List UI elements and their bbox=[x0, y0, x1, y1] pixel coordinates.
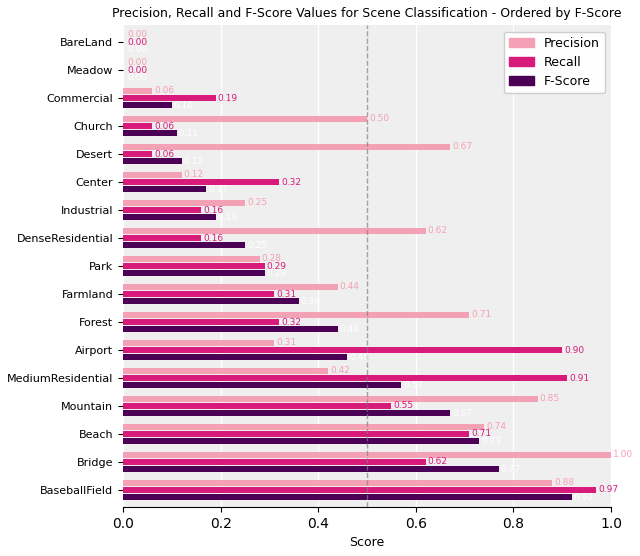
Text: 0.71: 0.71 bbox=[472, 429, 492, 439]
Bar bbox=[123, 102, 172, 108]
Text: 0.44: 0.44 bbox=[340, 325, 360, 334]
Text: 0.55: 0.55 bbox=[394, 401, 413, 410]
Bar bbox=[123, 438, 479, 444]
Bar bbox=[123, 158, 182, 165]
Bar bbox=[123, 487, 596, 493]
Text: 0.85: 0.85 bbox=[540, 394, 560, 403]
Text: 0.00: 0.00 bbox=[127, 38, 147, 47]
Bar bbox=[123, 207, 201, 213]
Text: 0.62: 0.62 bbox=[428, 226, 447, 235]
Text: 0.00: 0.00 bbox=[127, 58, 147, 67]
Bar bbox=[123, 116, 367, 122]
Text: 0.46: 0.46 bbox=[349, 353, 369, 362]
Bar bbox=[123, 186, 206, 192]
Text: 0.32: 0.32 bbox=[281, 177, 301, 187]
Title: Precision, Recall and F-Score Values for Scene Classification - Ordered by F-Sco: Precision, Recall and F-Score Values for… bbox=[112, 7, 621, 20]
Bar bbox=[123, 88, 152, 94]
Text: 0.16: 0.16 bbox=[203, 234, 223, 242]
Bar bbox=[123, 494, 572, 500]
Text: 0.00: 0.00 bbox=[127, 66, 147, 75]
X-axis label: Score: Score bbox=[349, 536, 385, 549]
Text: 0.25: 0.25 bbox=[247, 198, 267, 207]
Bar bbox=[123, 235, 201, 241]
Bar bbox=[123, 326, 338, 332]
Text: 0.29: 0.29 bbox=[266, 261, 287, 271]
Bar bbox=[123, 354, 348, 360]
Text: 0.88: 0.88 bbox=[554, 478, 575, 487]
Bar bbox=[123, 284, 338, 290]
Bar bbox=[123, 130, 177, 136]
Bar bbox=[123, 95, 216, 101]
Bar bbox=[123, 256, 260, 262]
Text: 0.62: 0.62 bbox=[428, 458, 447, 466]
Text: 0.10: 0.10 bbox=[174, 101, 194, 110]
Text: 0.67: 0.67 bbox=[452, 409, 472, 418]
Text: 0.44: 0.44 bbox=[340, 282, 360, 291]
Bar bbox=[123, 242, 245, 249]
Text: 0.19: 0.19 bbox=[218, 93, 238, 102]
Bar bbox=[123, 227, 426, 234]
Bar bbox=[123, 151, 152, 157]
Text: 0.92: 0.92 bbox=[574, 493, 594, 502]
Text: 0.00: 0.00 bbox=[127, 45, 147, 54]
Bar bbox=[123, 480, 552, 486]
Text: 0.12: 0.12 bbox=[184, 157, 204, 166]
Legend: Precision, Recall, F-Score: Precision, Recall, F-Score bbox=[504, 32, 605, 93]
Bar bbox=[123, 382, 401, 388]
Text: 0.71: 0.71 bbox=[472, 310, 492, 319]
Bar bbox=[123, 410, 450, 416]
Text: 0.67: 0.67 bbox=[452, 142, 472, 151]
Bar bbox=[123, 263, 264, 269]
Text: 0.97: 0.97 bbox=[598, 485, 618, 494]
Bar bbox=[123, 431, 470, 437]
Text: 0.25: 0.25 bbox=[247, 241, 267, 250]
Text: 0.17: 0.17 bbox=[208, 185, 228, 194]
Text: 0.57: 0.57 bbox=[403, 381, 423, 390]
Bar bbox=[123, 368, 328, 374]
Bar bbox=[123, 298, 299, 304]
Bar bbox=[123, 466, 499, 473]
Bar bbox=[123, 459, 426, 465]
Bar bbox=[123, 200, 245, 206]
Bar bbox=[123, 123, 152, 129]
Text: 0.42: 0.42 bbox=[330, 366, 350, 375]
Text: 0.50: 0.50 bbox=[369, 115, 389, 123]
Text: 0.19: 0.19 bbox=[218, 213, 238, 222]
Text: 0.91: 0.91 bbox=[569, 374, 589, 383]
Bar bbox=[123, 179, 279, 185]
Text: 0.28: 0.28 bbox=[262, 254, 282, 263]
Text: 0.31: 0.31 bbox=[276, 338, 296, 348]
Text: 0.00: 0.00 bbox=[127, 30, 147, 39]
Text: 0.29: 0.29 bbox=[266, 269, 287, 278]
Text: 0.90: 0.90 bbox=[564, 345, 584, 355]
Text: 0.11: 0.11 bbox=[179, 129, 199, 138]
Bar bbox=[123, 319, 279, 325]
Bar bbox=[123, 375, 567, 381]
Bar bbox=[123, 172, 182, 178]
Bar bbox=[123, 403, 392, 409]
Bar bbox=[123, 451, 611, 458]
Text: 0.12: 0.12 bbox=[184, 170, 204, 179]
Bar bbox=[123, 312, 470, 318]
Text: 0.73: 0.73 bbox=[481, 437, 501, 446]
Text: 0.36: 0.36 bbox=[301, 297, 321, 306]
Text: 0.31: 0.31 bbox=[276, 290, 296, 299]
Text: 0.16: 0.16 bbox=[203, 206, 223, 215]
Bar bbox=[123, 270, 264, 276]
Text: 1.00: 1.00 bbox=[613, 450, 633, 459]
Bar bbox=[123, 424, 484, 430]
Bar bbox=[123, 396, 538, 402]
Bar bbox=[123, 347, 562, 353]
Text: 0.32: 0.32 bbox=[281, 317, 301, 326]
Text: 0.00: 0.00 bbox=[127, 73, 147, 82]
Bar bbox=[123, 340, 275, 346]
Text: 0.06: 0.06 bbox=[154, 122, 174, 131]
Text: 0.06: 0.06 bbox=[154, 150, 174, 158]
Bar bbox=[123, 143, 450, 150]
Text: 0.74: 0.74 bbox=[486, 422, 506, 431]
Bar bbox=[123, 214, 216, 220]
Text: 0.06: 0.06 bbox=[154, 86, 174, 95]
Bar bbox=[123, 291, 275, 297]
Text: 0.77: 0.77 bbox=[500, 465, 521, 474]
